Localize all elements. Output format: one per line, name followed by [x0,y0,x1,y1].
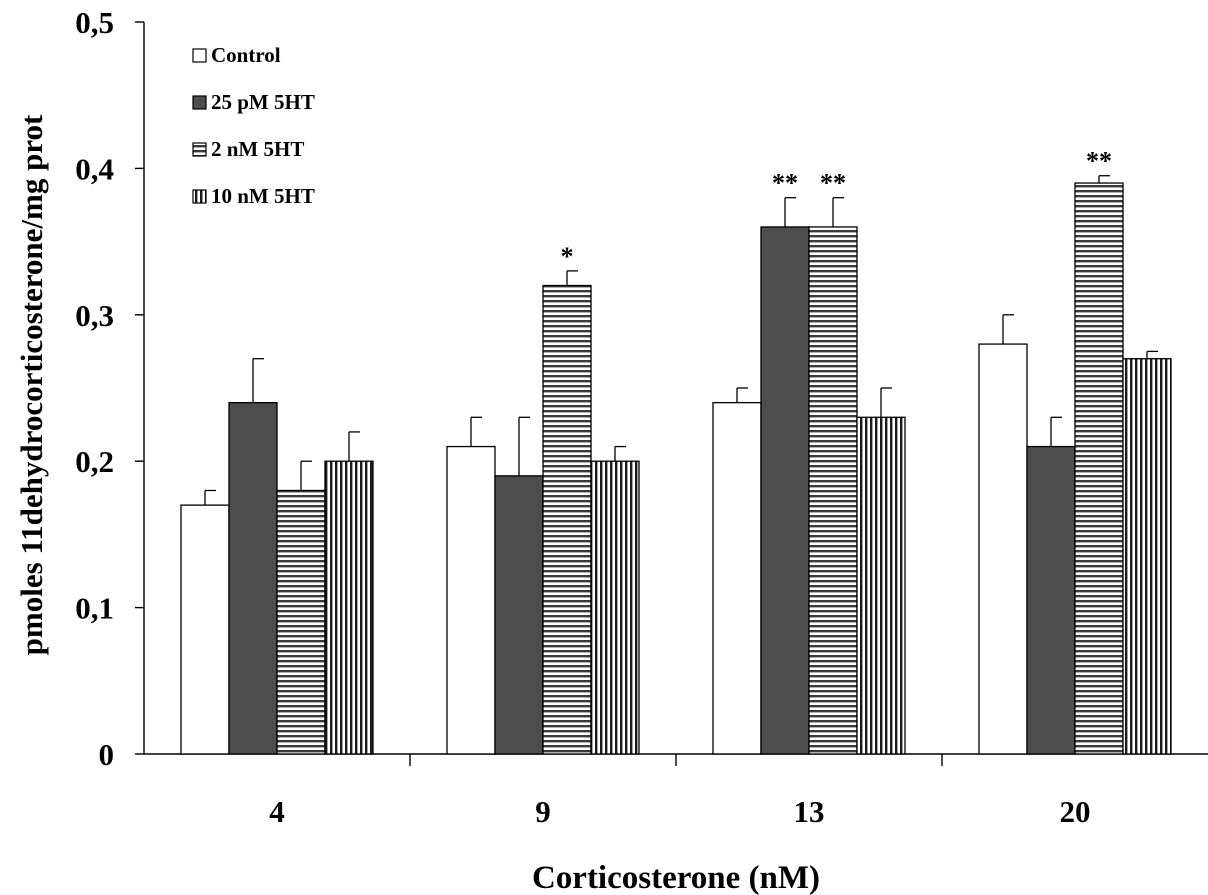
bar-10-nm-5ht-9 [590,460,640,755]
bar-control-9 [446,445,496,755]
bar-10-nm-5ht-20 [1122,358,1172,755]
bar-10-nm-5ht-4 [324,460,374,755]
legend-swatch [192,189,207,204]
bars [180,182,1172,755]
y-tick-label: 0,3 [75,298,114,333]
bar-25-pm-5ht-13 [760,226,810,755]
y-tick-label: 0 [99,737,115,772]
legend: Control 25 pM 5HT 2 nM 5HT 10 nM 5HT [192,43,315,208]
legend-label: Control [211,43,281,67]
bar-control-4 [180,504,230,755]
error-bars [204,175,1158,506]
bar-control-13 [712,401,762,755]
bar-2-nm-5ht-13 [808,226,858,755]
axes: 0 0,1 0,2 0,3 0,4 0,5 4 9 13 20 [75,5,1208,829]
y-tick-label: 0,5 [75,5,114,40]
legend-label: 25 pM 5HT [211,90,315,114]
legend-label: 2 nM 5HT [211,137,304,161]
bar-25-pm-5ht-4 [228,401,278,755]
significance-marker: ** [772,169,798,198]
bar-2-nm-5ht-9 [542,284,592,755]
significance-marker: ** [1086,147,1112,176]
bar-10-nm-5ht-13 [856,416,906,755]
significance-marker: * [561,242,574,271]
y-tick-label: 0,4 [75,151,114,186]
bar-25-pm-5ht-9 [494,475,544,755]
bar-25-pm-5ht-20 [1026,445,1076,755]
x-tick-label: 9 [535,794,551,829]
y-tick-label: 0,1 [75,591,114,626]
bar-2-nm-5ht-4 [276,489,326,755]
y-tick-label: 0,2 [75,444,114,479]
bar-2-nm-5ht-20 [1074,182,1124,755]
x-tick-label: 4 [269,794,285,829]
legend-swatch [192,142,207,157]
y-axis-label: pmoles 11dehydrocorticosterone/mg prot [14,114,49,655]
significance-annotations: ******* [561,147,1113,271]
legend-swatch [192,48,207,63]
x-tick-label: 13 [794,794,825,829]
significance-marker: ** [820,169,846,198]
x-tick-label: 20 [1060,794,1091,829]
legend-label: 10 nM 5HT [211,184,315,208]
legend-swatch [192,95,207,110]
bar-control-20 [978,343,1028,755]
x-axis-label: Corticosterone (nM) [532,860,820,895]
